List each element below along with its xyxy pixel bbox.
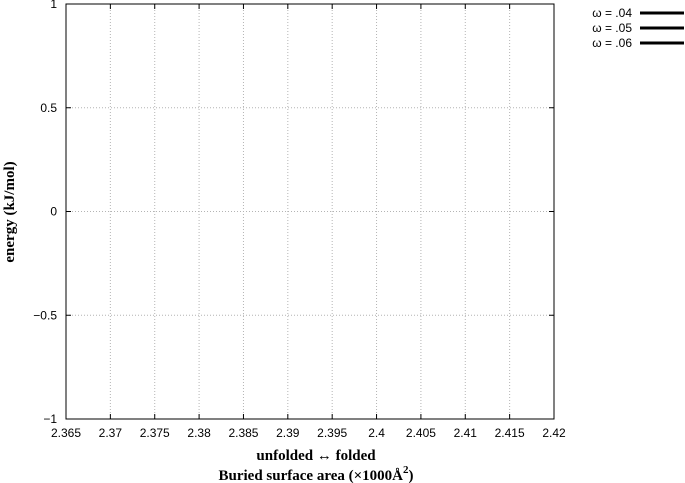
y-tick-label: 1 <box>50 0 57 11</box>
x-axis-title-line2: Buried surface area (×1000Å2) <box>219 464 414 483</box>
x-axis-title-close: ) <box>409 468 414 483</box>
x-axis-title-line1: unfolded ↔ folded <box>256 448 376 464</box>
x-tick-label: 2.375 <box>140 426 170 440</box>
y-tick-label: −0.5 <box>33 308 57 322</box>
legend-label: ω = .05 <box>592 21 632 35</box>
y-axis-title: energy (kJ/mol) <box>2 161 18 262</box>
x-axis-ticks: 2.365 2.37 2.375 2.38 2.385 2.39 2.395 2.4 2.405… <box>51 4 566 440</box>
legend: ω = .04ω = .05ω = .06 <box>592 6 684 50</box>
y-axis-ticks: 1 0.5 0 −0.5 −1 <box>33 0 554 426</box>
legend-label: ω = .06 <box>592 36 632 50</box>
x-tick-label: 2.39 <box>276 426 300 440</box>
x-tick-label: 2.395 <box>317 426 347 440</box>
x-axis-title-main: Buried surface area (×1000Å <box>219 468 404 483</box>
x-axis-title-sup: 2 <box>403 464 409 476</box>
x-tick-label: 2.41 <box>454 426 478 440</box>
x-tick-label: 2.42 <box>542 426 566 440</box>
x-tick-label: 2.4 <box>368 426 385 440</box>
y-tick-label: −1 <box>43 412 57 426</box>
x-tick-label: 2.405 <box>406 426 436 440</box>
y-tick-label: 0 <box>50 205 57 219</box>
y-tick-label: 0.5 <box>40 101 57 115</box>
grid <box>66 4 554 419</box>
x-tick-label: 2.38 <box>187 426 211 440</box>
x-tick-label: 2.365 <box>51 426 81 440</box>
x-tick-label: 2.37 <box>99 426 123 440</box>
legend-label: ω = .04 <box>592 6 632 20</box>
x-tick-label: 2.385 <box>228 426 258 440</box>
x-tick-label: 2.415 <box>495 426 525 440</box>
